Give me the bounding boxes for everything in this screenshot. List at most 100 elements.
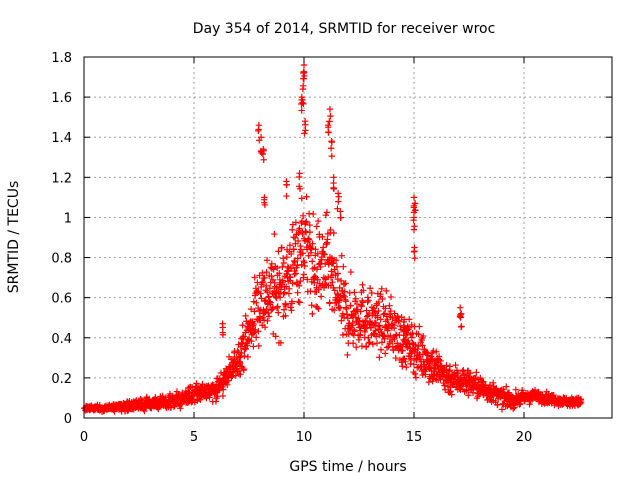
data-point: [410, 226, 418, 233]
data-point: [302, 219, 309, 226]
data-point: [382, 305, 389, 312]
data-point: [236, 360, 244, 367]
data-point: [260, 156, 267, 163]
data-point: [312, 246, 319, 253]
data-point: [330, 259, 337, 267]
data-point: [328, 152, 336, 160]
data-point: [379, 295, 386, 303]
data-point: [263, 268, 270, 276]
y-tick-label: 1.4: [51, 131, 72, 146]
data-point: [303, 218, 310, 225]
data-point: [315, 286, 322, 293]
data-point: [294, 255, 302, 262]
data-point: [375, 307, 382, 315]
data-point: [335, 198, 342, 205]
data-point: [306, 221, 313, 229]
data-point: [300, 100, 307, 107]
data-point: [377, 346, 385, 353]
data-point: [391, 335, 398, 343]
data-point: [429, 377, 436, 385]
data-point: [438, 363, 445, 370]
data-point: [234, 347, 241, 355]
data-point: [353, 300, 361, 308]
data-point: [296, 225, 303, 232]
data-point: [435, 353, 443, 360]
data-point: [465, 392, 472, 399]
data-point: [259, 278, 267, 286]
data-point: [400, 324, 408, 331]
data-point: [327, 145, 335, 152]
data-point: [417, 355, 424, 363]
data-point: [328, 268, 335, 275]
data-point: [321, 251, 328, 258]
data-point: [457, 314, 464, 321]
data-point: [453, 367, 461, 374]
data-point: [261, 274, 268, 282]
data-point: [324, 236, 331, 243]
data-point: [498, 406, 506, 413]
data-point: [411, 254, 418, 262]
data-point: [446, 363, 454, 370]
data-point: [265, 293, 273, 300]
data-point: [280, 306, 288, 313]
data-point: [377, 316, 384, 323]
data-point: [219, 392, 227, 400]
data-point: [378, 285, 385, 292]
data-point: [395, 318, 402, 325]
data-point: [291, 258, 299, 266]
data-point: [408, 334, 416, 341]
data-point: [366, 285, 374, 292]
data-point: [283, 181, 290, 189]
y-tick-label: 0.2: [51, 372, 72, 387]
data-point: [317, 293, 325, 300]
data-point: [241, 352, 248, 360]
tick-labels: 0 0.2 0.4 0.6 0.8 1 1.2 1.4 1.6 1.8 0 5 10 15 20: [51, 51, 532, 445]
data-point: [267, 299, 274, 306]
data-point: [301, 262, 308, 270]
data-point: [199, 380, 206, 388]
data-point: [356, 317, 363, 324]
data-point: [257, 134, 265, 141]
data-point: [325, 129, 332, 136]
data-point: [193, 380, 200, 387]
data-point: [244, 342, 251, 349]
data-point: [303, 193, 310, 200]
data-point: [372, 319, 380, 326]
data-point: [263, 282, 270, 290]
y-tick-label: 1.8: [51, 51, 72, 66]
data-point: [300, 75, 307, 82]
y-tick-label: 0.4: [51, 332, 72, 347]
data-point: [237, 371, 244, 378]
data-point: [268, 272, 275, 280]
y-tick-label: 1.2: [51, 171, 72, 186]
data-point: [350, 326, 358, 334]
data-point: [265, 309, 272, 317]
data-point: [257, 290, 264, 297]
data-point: [399, 347, 406, 354]
chart-title: Day 354 of 2014, SRMTID for receiver wro…: [193, 21, 496, 37]
data-point: [330, 229, 337, 237]
data-point: [290, 257, 298, 265]
data-point: [365, 297, 372, 304]
data-point: [240, 333, 247, 340]
data-point: [411, 370, 419, 378]
data-point: [369, 340, 377, 348]
data-point: [331, 306, 338, 314]
data-point: [337, 277, 345, 285]
data-point: [338, 252, 345, 259]
data-point: [321, 280, 329, 288]
data-point: [313, 223, 320, 230]
data-point: [344, 315, 352, 322]
data-point: [365, 339, 373, 347]
data-point: [311, 272, 319, 280]
data-point: [259, 269, 266, 277]
data-point: [279, 277, 286, 284]
data-point: [301, 130, 308, 137]
data-point: [306, 228, 314, 236]
data-point: [443, 362, 450, 369]
data-point: [403, 363, 410, 371]
data-point: [337, 214, 344, 221]
data-point: [289, 280, 296, 287]
data-point: [294, 289, 301, 296]
data-point: [342, 280, 349, 287]
